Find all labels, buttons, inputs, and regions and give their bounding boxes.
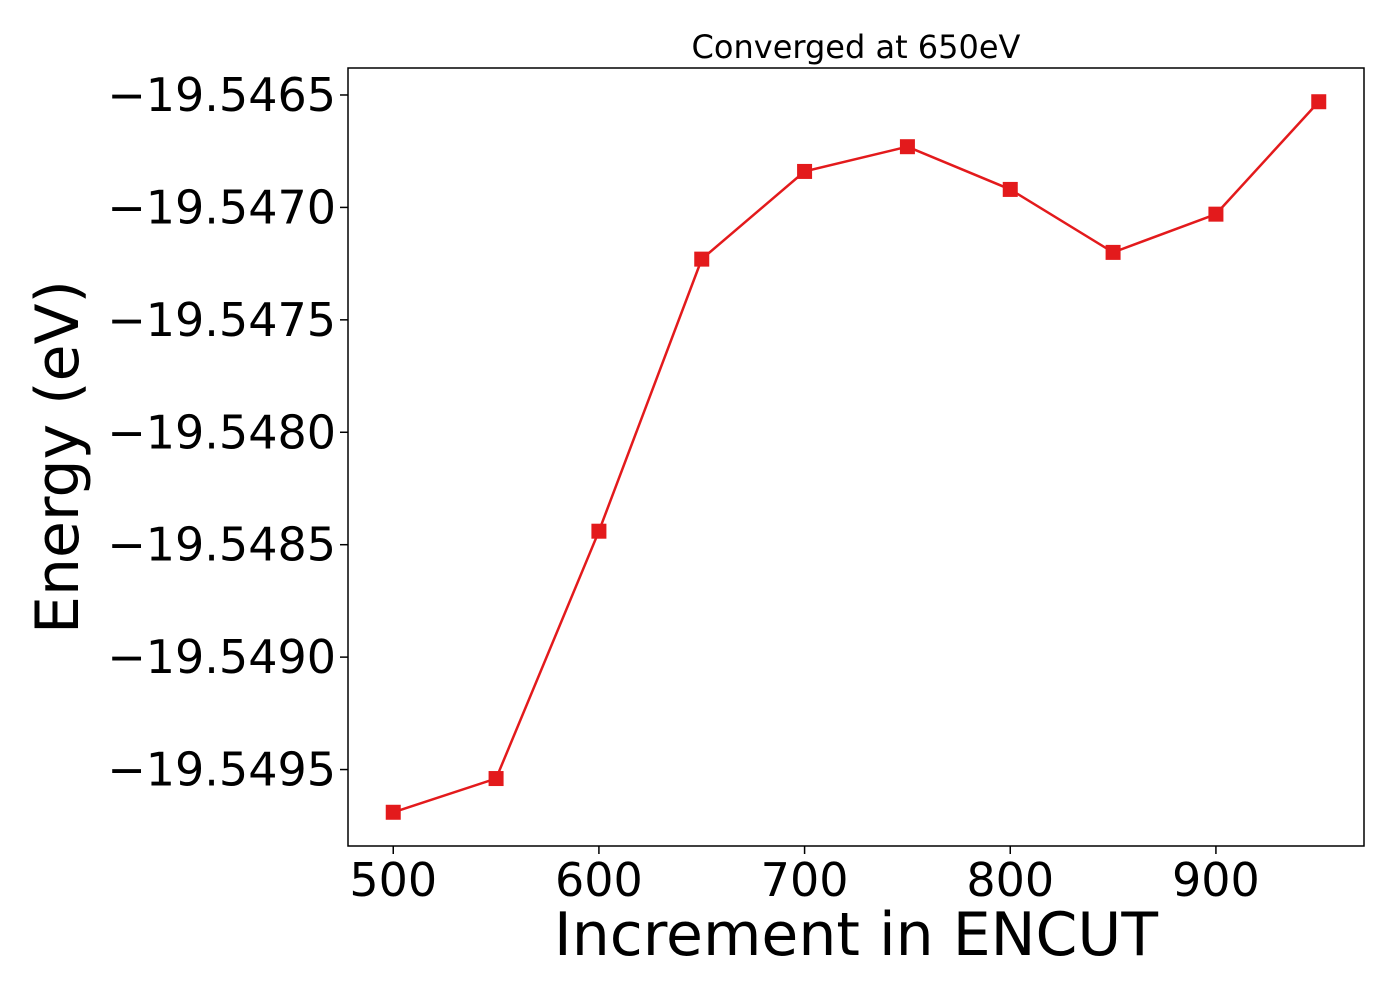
data-point-marker	[1311, 94, 1327, 110]
x-tick-label: 900	[1172, 853, 1260, 907]
series-line	[392, 100, 1320, 814]
data-point-marker	[1208, 206, 1224, 222]
y-tick-label: −19.5495	[107, 743, 336, 797]
x-tick-label: 600	[555, 853, 643, 907]
x-axis: 500 600 700 800 900	[349, 846, 1260, 907]
chart-title: Converged at 650eV	[692, 28, 1021, 66]
data-point-marker	[797, 163, 813, 179]
x-axis-label: Increment in ENCUT	[554, 900, 1158, 970]
data-point-marker	[385, 804, 401, 820]
data-point-marker	[591, 523, 607, 539]
data-point-marker	[899, 139, 915, 155]
x-tick-label: 700	[761, 853, 849, 907]
x-tick-label: 800	[966, 853, 1054, 907]
y-axis-label: Energy (eV)	[23, 280, 93, 634]
data-point-marker	[1002, 181, 1018, 197]
data-point-marker	[488, 771, 504, 787]
series-group	[385, 94, 1327, 820]
y-tick-label: −19.5485	[107, 518, 336, 572]
y-axis: −19.5495 −19.5490 −19.5485 −19.5480 −19.5475…	[107, 68, 348, 797]
y-tick-label: −19.5470	[107, 180, 336, 234]
y-tick-label: −19.5480	[107, 405, 336, 459]
data-point-marker	[694, 251, 710, 267]
plot-area-frame	[347, 67, 1365, 847]
y-tick-label: −19.5490	[107, 630, 336, 684]
x-tick-label: 500	[349, 853, 437, 907]
y-tick-label: −19.5475	[107, 293, 336, 347]
data-point-marker	[1105, 244, 1121, 260]
y-tick-label: −19.5465	[107, 68, 336, 122]
